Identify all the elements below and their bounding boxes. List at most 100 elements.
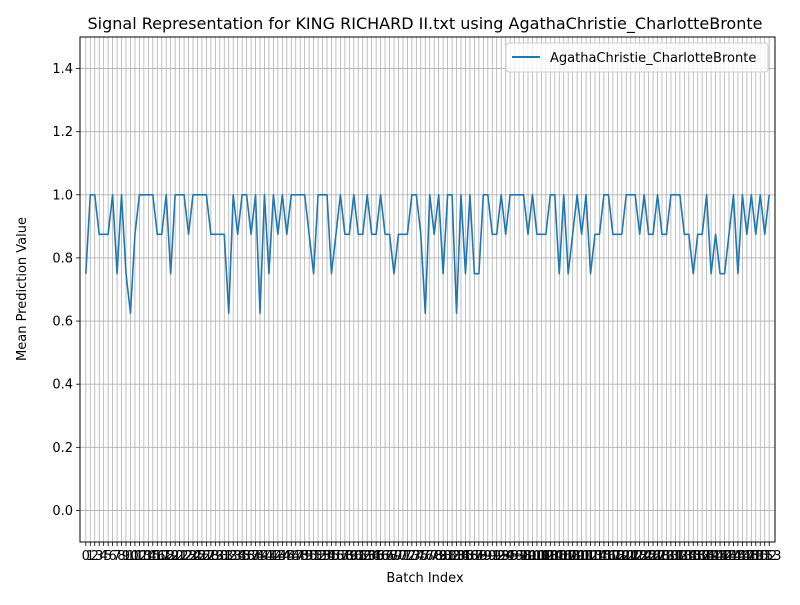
x-tick-label: 121 bbox=[614, 549, 639, 564]
x-tick-label: 36 bbox=[238, 549, 255, 564]
x-tick-label: 63 bbox=[359, 549, 376, 564]
x-tick-label: 143 bbox=[712, 549, 737, 564]
x-tick-label: 97 bbox=[511, 549, 528, 564]
x-tick-label: 107 bbox=[551, 549, 576, 564]
x-tick-label: 134 bbox=[672, 549, 697, 564]
x-tick-label: 149 bbox=[739, 549, 764, 564]
x-tick-label: 122 bbox=[618, 549, 643, 564]
x-tick-label: 9 bbox=[122, 549, 130, 564]
x-tick-label: 46 bbox=[283, 549, 300, 564]
x-tick-label: 25 bbox=[189, 549, 206, 564]
x-tick-label: 65 bbox=[368, 549, 385, 564]
x-tick-label: 8 bbox=[117, 549, 125, 564]
x-tick-label: 150 bbox=[743, 549, 768, 564]
x-tick-label: 123 bbox=[623, 549, 648, 564]
x-tick-label: 86 bbox=[462, 549, 479, 564]
x-tick-label: 57 bbox=[332, 549, 349, 564]
x-tick-label: 89 bbox=[475, 549, 492, 564]
x-tick-label: 16 bbox=[149, 549, 166, 564]
x-tick-label: 31 bbox=[216, 549, 233, 564]
x-tick-label: 78 bbox=[426, 549, 443, 564]
legend-box bbox=[505, 42, 769, 73]
x-tick-label: 105 bbox=[542, 549, 567, 564]
x-tick-label: 75 bbox=[413, 549, 430, 564]
x-tick-label: 54 bbox=[319, 549, 336, 564]
x-tick-label: 7 bbox=[113, 549, 121, 564]
x-tick-label: 6 bbox=[108, 549, 116, 564]
x-tick-label: 60 bbox=[346, 549, 363, 564]
x-tick-label: 43 bbox=[270, 549, 287, 564]
x-tick-label: 90 bbox=[480, 549, 497, 564]
x-tick-label: 117 bbox=[596, 549, 621, 564]
x-tick-label: 32 bbox=[220, 549, 237, 564]
x-tick-label: 22 bbox=[176, 549, 193, 564]
x-tick-label: 2 bbox=[91, 549, 99, 564]
x-tick-label: 120 bbox=[609, 549, 634, 564]
x-tick-label: 20 bbox=[167, 549, 184, 564]
x-tick-label: 38 bbox=[247, 549, 264, 564]
x-tick-label: 93 bbox=[493, 549, 510, 564]
x-tick-label: 102 bbox=[529, 549, 554, 564]
x-tick-label: 67 bbox=[377, 549, 394, 564]
grid bbox=[80, 37, 775, 542]
x-tick-label: 106 bbox=[547, 549, 572, 564]
x-tick-label: 153 bbox=[757, 549, 782, 564]
x-tick-label: 72 bbox=[399, 549, 416, 564]
x-tick-label: 26 bbox=[194, 549, 211, 564]
x-tick-label: 81 bbox=[439, 549, 456, 564]
x-tick-label: 127 bbox=[641, 549, 666, 564]
x-tick-label: 126 bbox=[636, 549, 661, 564]
y-tick-label: 1.4 bbox=[52, 62, 73, 77]
x-tick-label: 130 bbox=[654, 549, 679, 564]
chart-title: Signal Representation for KING RICHARD I… bbox=[88, 14, 763, 34]
x-tick-label: 140 bbox=[699, 549, 724, 564]
x-tick-label: 21 bbox=[171, 549, 188, 564]
series-layer bbox=[85, 194, 770, 314]
y-tick-label: 1.2 bbox=[52, 125, 73, 140]
x-tick-label: 5 bbox=[104, 549, 112, 564]
x-tick-label: 17 bbox=[153, 549, 170, 564]
plot-frame bbox=[79, 36, 776, 543]
x-tick-label: 99 bbox=[520, 549, 537, 564]
x-axis-label: Batch Index bbox=[386, 571, 464, 586]
x-tick-label: 68 bbox=[381, 549, 398, 564]
x-tick-label: 104 bbox=[538, 549, 563, 564]
x-tick-label: 88 bbox=[471, 549, 488, 564]
x-tick-label: 79 bbox=[430, 549, 447, 564]
x-tick-label: 95 bbox=[502, 549, 519, 564]
x-tick-label: 56 bbox=[328, 549, 345, 564]
x-tick-label: 27 bbox=[198, 549, 215, 564]
x-tick-label: 151 bbox=[748, 549, 773, 564]
x-tick-label: 53 bbox=[314, 549, 331, 564]
x-tick-label: 3 bbox=[95, 549, 103, 564]
x-tick-label: 62 bbox=[354, 549, 371, 564]
x-tick-label: 73 bbox=[404, 549, 421, 564]
x-tick-label: 132 bbox=[663, 549, 688, 564]
x-tick-label: 142 bbox=[708, 549, 733, 564]
x-tick-label: 148 bbox=[734, 549, 759, 564]
legend-label: AgathaChristie_CharlotteBronte bbox=[550, 51, 756, 66]
x-tick-label: 82 bbox=[444, 549, 461, 564]
x-tick-label: 91 bbox=[484, 549, 501, 564]
x-tick-label: 42 bbox=[265, 549, 282, 564]
x-tick-label: 41 bbox=[261, 549, 278, 564]
x-tick-label: 145 bbox=[721, 549, 746, 564]
x-tick-label: 71 bbox=[395, 549, 412, 564]
x-tick-label: 61 bbox=[350, 549, 367, 564]
y-tick-label: 0.6 bbox=[52, 315, 73, 330]
x-tick-label: 44 bbox=[274, 549, 291, 564]
x-tick-label: 152 bbox=[752, 549, 777, 564]
x-tick-label: 96 bbox=[506, 549, 523, 564]
y-tick-label: 1.0 bbox=[52, 188, 73, 203]
x-tick-label: 39 bbox=[252, 549, 269, 564]
x-tick-label: 83 bbox=[448, 549, 465, 564]
x-tick-label: 116 bbox=[592, 549, 617, 564]
y-tick-label: 0.4 bbox=[52, 378, 73, 393]
legend: AgathaChristie_CharlotteBronte bbox=[505, 42, 769, 73]
x-tick-label: 114 bbox=[583, 549, 608, 564]
x-tick-label: 112 bbox=[574, 549, 599, 564]
series-line bbox=[85, 194, 770, 314]
x-tick-label: 128 bbox=[645, 549, 670, 564]
x-tick-label: 92 bbox=[488, 549, 505, 564]
x-tick-label: 70 bbox=[390, 549, 407, 564]
